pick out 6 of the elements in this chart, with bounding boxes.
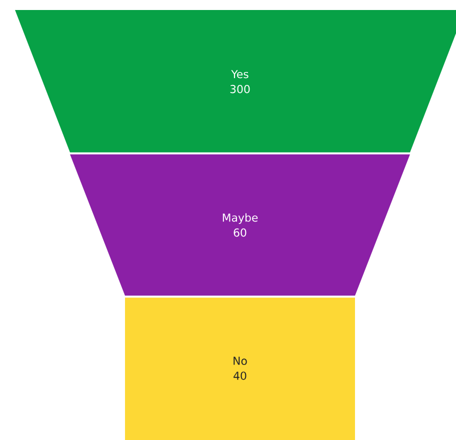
category-label: Yes: [231, 70, 248, 78]
data-label: 40: [234, 372, 246, 380]
data-label: 60: [234, 228, 246, 237]
data-label: 300: [230, 84, 250, 94]
category-label: No: [234, 356, 247, 365]
category-label: Maybe: [222, 213, 258, 224]
